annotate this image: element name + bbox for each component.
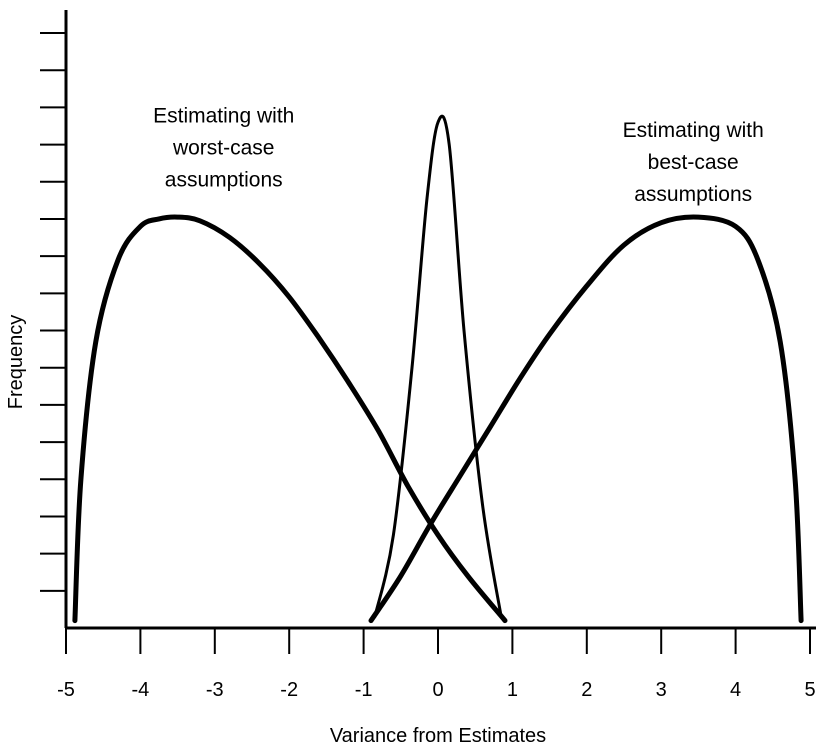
- series-line-2: [373, 114, 503, 619]
- series-line-3: [368, 214, 804, 624]
- annotation-line: best-case: [648, 151, 739, 174]
- series-line-1: [72, 214, 508, 624]
- x-tick-label: -1: [355, 679, 373, 701]
- x-tick-label: -4: [132, 679, 150, 701]
- annotations: Estimating with worst-case assumptionsEsti…: [153, 104, 764, 206]
- annotation-line: Estimating with: [623, 119, 764, 142]
- x-tick-label: 0: [432, 679, 443, 701]
- x-tick-label: 1: [507, 679, 518, 701]
- x-tick-label: 5: [804, 679, 815, 701]
- x-tick-label: 3: [656, 679, 667, 701]
- annotation-line: Estimating with: [153, 104, 294, 127]
- annotation-line: assumptions: [165, 168, 283, 191]
- x-tick-label: 4: [730, 679, 741, 701]
- x-tick-label: 2: [581, 679, 592, 701]
- x-axis-ticks: -5 -4 -3 -2 -1 0 1 2 3 4 5: [57, 628, 816, 701]
- annotation-2: Estimating with best-case assumptions: [623, 119, 764, 206]
- x-tick-label: -3: [206, 679, 224, 701]
- y-axis-label: Frequency: [5, 315, 27, 410]
- x-tick-label: -5: [57, 679, 75, 701]
- series-layer: [72, 114, 804, 624]
- x-tick-label: -2: [280, 679, 298, 701]
- annotation-1: Estimating with worst-case assumptions: [153, 104, 294, 191]
- y-axis-ticks: [40, 32, 66, 592]
- annotation-line: worst-case: [172, 136, 275, 159]
- x-axis-label: Variance from Estimates: [330, 725, 546, 747]
- annotation-line: assumptions: [634, 183, 752, 206]
